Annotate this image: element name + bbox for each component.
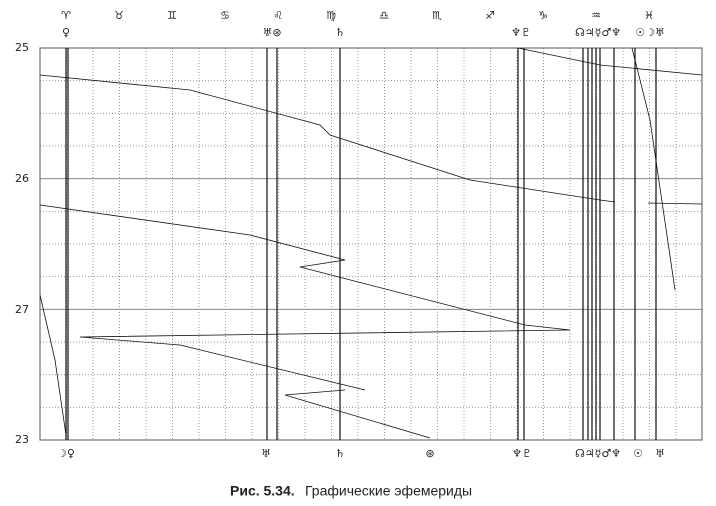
curve bbox=[631, 47, 676, 291]
zodiac-sign: ♊ bbox=[167, 9, 177, 22]
zodiac-sign: ♓ bbox=[644, 9, 654, 22]
zodiac-sign: ♒ bbox=[591, 9, 601, 22]
planet-label: ☉ bbox=[633, 447, 643, 460]
zodiac-sign: ♐ bbox=[485, 9, 495, 22]
curve bbox=[647, 202, 703, 205]
y-label: 23 bbox=[15, 433, 29, 446]
planet-label: ♆♇ bbox=[511, 26, 531, 39]
curve bbox=[284, 389, 431, 439]
zodiac-sign: ♈ bbox=[61, 9, 71, 22]
zodiac-sign: ♎ bbox=[379, 9, 389, 22]
planet-label: ♆♇ bbox=[512, 447, 532, 460]
planet-label: ♅ bbox=[261, 447, 271, 460]
zodiac-sign: ♍ bbox=[326, 9, 336, 22]
grid bbox=[40, 48, 702, 440]
planet-label: ☊♃☿♂♆ bbox=[575, 26, 621, 39]
curve bbox=[39, 294, 67, 436]
y-label: 26 bbox=[15, 172, 29, 185]
planet-label: ☉☽♅ bbox=[635, 26, 665, 39]
y-label: 25 bbox=[15, 41, 29, 54]
caption-text: Графические эфемериды bbox=[305, 483, 472, 499]
zodiac-sign: ♏ bbox=[432, 9, 442, 22]
curve bbox=[39, 74, 616, 203]
planet-label: ☊♃☿♂♆ bbox=[575, 447, 621, 460]
caption-number: Рис. 5.34. bbox=[230, 483, 295, 499]
labels: ♈ ♉ ♊ ♋ ♌ ♍ ♎ ♏ ♐ ♑ ♒ ♓ 25 26 27 23 ♀ ♅⊛ ♄ ♆♇ ☊♃☿♂♆ ☉☽♅ ☽♀ ♅ ♄ ⊛ ♆… bbox=[15, 9, 665, 460]
planet-label: ♄ bbox=[335, 26, 345, 39]
zodiac-sign: ♌ bbox=[273, 9, 283, 22]
curve bbox=[39, 204, 571, 391]
planet-label: ☽♀ bbox=[57, 447, 75, 460]
planet-label: ⊛ bbox=[425, 447, 434, 460]
zodiac-sign: ♑ bbox=[538, 9, 548, 22]
y-label: 27 bbox=[15, 303, 29, 316]
planet-label: ♄ bbox=[335, 447, 345, 460]
frame bbox=[39, 47, 703, 441]
planet-label: ♅⊛ bbox=[262, 26, 281, 39]
zodiac-sign: ♉ bbox=[114, 9, 124, 22]
planet-label: ♅ bbox=[655, 447, 665, 460]
planet-label: ♀ bbox=[62, 26, 70, 39]
zodiac-sign: ♋ bbox=[220, 9, 230, 22]
curves bbox=[39, 47, 703, 439]
planet-lines bbox=[65, 48, 657, 440]
curve bbox=[517, 47, 703, 76]
